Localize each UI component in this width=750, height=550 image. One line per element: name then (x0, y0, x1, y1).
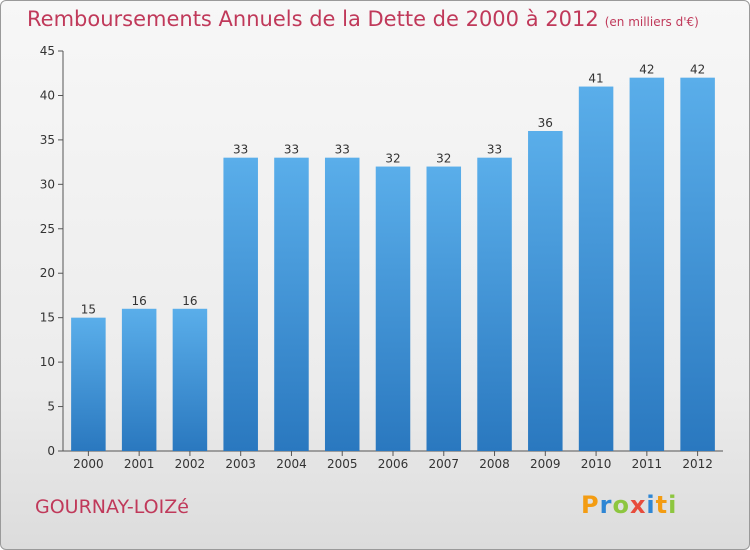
bar-2001 (121, 308, 157, 451)
bar-2007 (426, 166, 462, 452)
data-label-2011: 42 (639, 63, 654, 77)
data-label-2010: 41 (588, 72, 603, 86)
logo-letter: P (581, 491, 600, 519)
bar-2000 (71, 317, 106, 451)
y-tick-label: 15 (40, 311, 55, 325)
y-tick-label: 35 (40, 133, 55, 147)
y-tick-label: 5 (47, 400, 55, 414)
logo-letter: o (612, 491, 630, 519)
x-tick-label-2004: 2004 (276, 457, 307, 471)
bar-2004 (274, 157, 309, 451)
logo-letter: x (629, 491, 647, 519)
logo-letter: r (599, 491, 613, 519)
x-tick-label-2012: 2012 (682, 457, 713, 471)
x-tick-label-2002: 2002 (175, 457, 206, 471)
data-label-2005: 33 (335, 143, 350, 157)
y-tick-label: 25 (40, 222, 55, 236)
bar-2010 (578, 86, 614, 452)
bar-2003 (223, 157, 258, 451)
bar-2002 (172, 308, 208, 451)
bar-2005 (324, 157, 360, 451)
x-tick-label-2003: 2003 (225, 457, 256, 471)
data-label-2008: 33 (487, 143, 502, 157)
x-tick-label-2010: 2010 (581, 457, 612, 471)
bar-2006 (375, 166, 411, 452)
data-label-2012: 42 (690, 63, 705, 77)
bar-2011 (629, 77, 665, 452)
proxiti-logo: Proxiti (581, 491, 677, 519)
x-tick-label-2008: 2008 (479, 457, 510, 471)
x-tick-label-2011: 2011 (632, 457, 663, 471)
data-label-2007: 32 (436, 152, 451, 166)
commune-name: GOURNAY-LOIZé (35, 496, 189, 518)
x-tick-label-2000: 2000 (73, 457, 104, 471)
chart-title: Remboursements Annuels de la Dette de 20… (27, 7, 699, 31)
data-label-2009: 36 (538, 116, 553, 130)
data-label-2001: 16 (132, 294, 147, 308)
x-tick-label-2006: 2006 (378, 457, 409, 471)
bar-2012 (680, 77, 715, 452)
chart-title-text: Remboursements Annuels de la Dette de 20… (27, 7, 599, 31)
bar-2008 (477, 157, 512, 451)
y-tick-label: 0 (47, 444, 55, 458)
logo-letter: i (646, 491, 656, 519)
bar-chart: 0 5 10 15 20 25 30 35 40 45 2000 2001 2002 2003 2004 20… (40, 44, 723, 471)
x-tick-label-2001: 2001 (124, 457, 155, 471)
data-label-2002: 16 (182, 294, 197, 308)
y-tick-label: 10 (40, 355, 55, 369)
x-tick-label-2007: 2007 (428, 457, 459, 471)
chart-unit: (en milliers d'€) (604, 15, 699, 29)
y-tick-label: 40 (40, 88, 55, 102)
logo-letter: t (655, 491, 669, 519)
x-tick-label-2009: 2009 (530, 457, 561, 471)
data-label-2004: 33 (284, 143, 299, 157)
logo-letter: i (668, 491, 678, 519)
y-tick-label: 20 (40, 266, 55, 280)
bar-2009 (528, 131, 563, 451)
data-label-2006: 32 (385, 152, 400, 166)
x-tick-label-2005: 2005 (327, 457, 358, 471)
data-label-2000: 15 (81, 303, 96, 317)
y-tick-label: 30 (40, 177, 55, 191)
data-label-2003: 33 (233, 143, 248, 157)
y-tick-label: 45 (40, 44, 55, 58)
